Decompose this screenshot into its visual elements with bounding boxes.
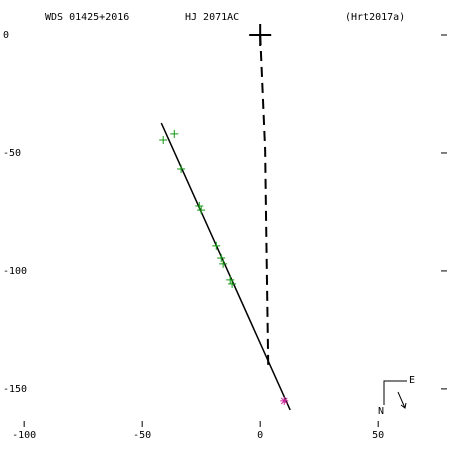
x-tick-label: -100	[12, 430, 36, 441]
fit-line	[160, 122, 291, 411]
point	[228, 279, 237, 288]
x-tick-label: 0	[257, 430, 263, 441]
y-tick-label: 0	[3, 30, 9, 41]
point	[159, 135, 168, 144]
point	[212, 241, 221, 250]
point	[280, 396, 289, 405]
primary-marker	[249, 24, 272, 47]
compass-arrowhead	[400, 402, 407, 409]
point	[177, 165, 186, 174]
y-tick-label: -100	[3, 266, 27, 277]
compass-east: E	[409, 375, 415, 386]
reference: (Hrt2017a)	[345, 12, 405, 23]
compass-north: N	[378, 406, 384, 417]
point	[219, 259, 228, 268]
y-tick-label: -150	[3, 384, 27, 395]
y-tick-label: -50	[3, 148, 21, 159]
compass-lines	[383, 380, 407, 405]
point	[217, 253, 226, 262]
point	[170, 129, 179, 138]
chart-title: WDS 01425+2016	[45, 12, 129, 23]
dashed-line	[259, 34, 270, 365]
chart-subtitle: HJ 2071AC	[185, 12, 239, 23]
compass: E N	[378, 375, 415, 417]
x-tick-label: 50	[372, 430, 384, 441]
point	[195, 202, 204, 211]
x-tick-label: -50	[133, 430, 151, 441]
compass-arrow	[397, 391, 406, 409]
point	[197, 206, 206, 215]
point	[226, 275, 235, 284]
